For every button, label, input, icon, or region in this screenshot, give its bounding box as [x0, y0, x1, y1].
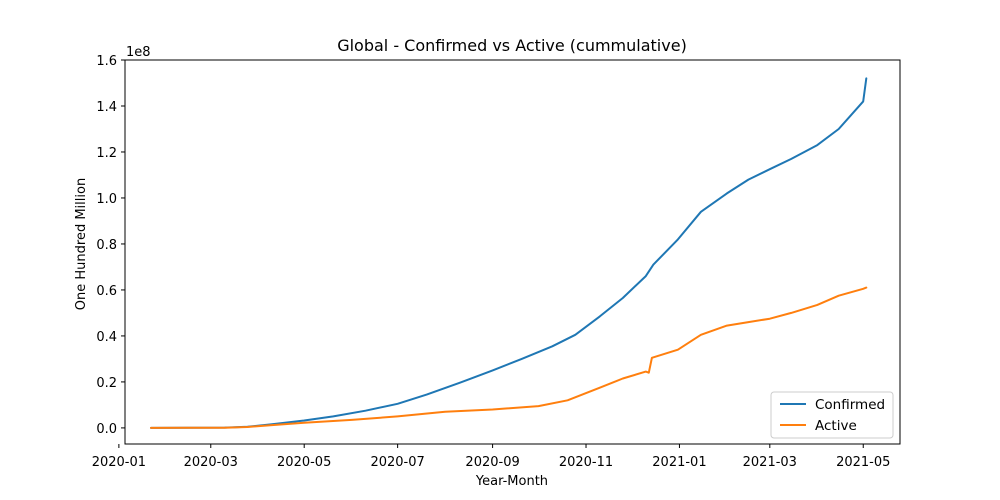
y-tick-label: 1.0 — [96, 192, 117, 207]
y-offset-label: 1e8 — [126, 45, 151, 60]
x-tick-label: 2020-03 — [184, 455, 238, 470]
x-tick-label: 2021-05 — [836, 455, 890, 470]
x-tick-label: 2020-01 — [92, 455, 146, 470]
series-line-confirmed — [150, 77, 868, 429]
x-axis-label: Year-Month — [475, 474, 548, 489]
x-tick-label: 2021-01 — [652, 455, 706, 470]
legend: Confirmed Active — [770, 391, 894, 439]
series-layer — [150, 77, 868, 429]
legend-label-confirmed: Confirmed — [815, 397, 885, 413]
axes-layer: 2020-01 2020-03 2020-05 2020-07 2020-09 2020-… — [92, 54, 901, 470]
legend-label-active: Active — [815, 418, 857, 434]
y-tick-label: 0.6 — [96, 284, 117, 299]
chart-title: Global - Confirmed vs Active (cummulativ… — [337, 36, 687, 55]
x-tick-label: 2020-05 — [277, 455, 331, 470]
y-tick-label: 1.2 — [96, 146, 117, 161]
plot-frame — [124, 59, 901, 445]
x-tick-label: 2020-09 — [465, 455, 519, 470]
y-tick-label: 0.2 — [96, 376, 117, 391]
x-tick-label: 2021-03 — [743, 455, 797, 470]
y-tick-label: 0.0 — [96, 422, 117, 437]
series-line-active — [150, 286, 868, 429]
y-tick-label: 1.4 — [96, 100, 117, 115]
x-tick-label: 2020-11 — [559, 455, 613, 470]
y-tick-label: 0.4 — [96, 330, 117, 345]
y-axis-label: One Hundred Million — [74, 178, 89, 310]
plot-background — [125, 60, 900, 444]
plot-area — [125, 60, 900, 444]
y-tick-label: 1.6 — [96, 54, 117, 69]
x-tick-label: 2020-07 — [370, 455, 424, 470]
y-tick-label: 0.8 — [96, 238, 117, 253]
